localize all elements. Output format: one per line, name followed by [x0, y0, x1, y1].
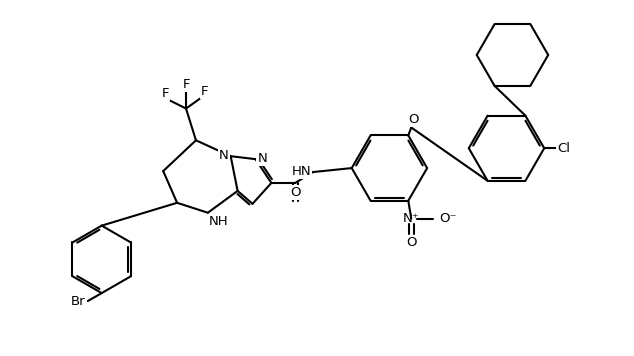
Text: N: N [219, 149, 229, 162]
Text: F: F [162, 87, 169, 100]
Text: NH: NH [209, 215, 228, 228]
Text: O: O [290, 186, 301, 199]
Text: N⁺: N⁺ [403, 212, 420, 225]
Text: O: O [408, 112, 418, 126]
Text: O: O [406, 236, 417, 250]
Text: Cl: Cl [557, 142, 570, 155]
Text: F: F [183, 78, 190, 91]
Text: Br: Br [71, 294, 86, 308]
Text: HN: HN [292, 164, 311, 178]
Text: O⁻: O⁻ [439, 212, 456, 225]
Text: N: N [257, 152, 267, 165]
Text: F: F [201, 85, 209, 98]
